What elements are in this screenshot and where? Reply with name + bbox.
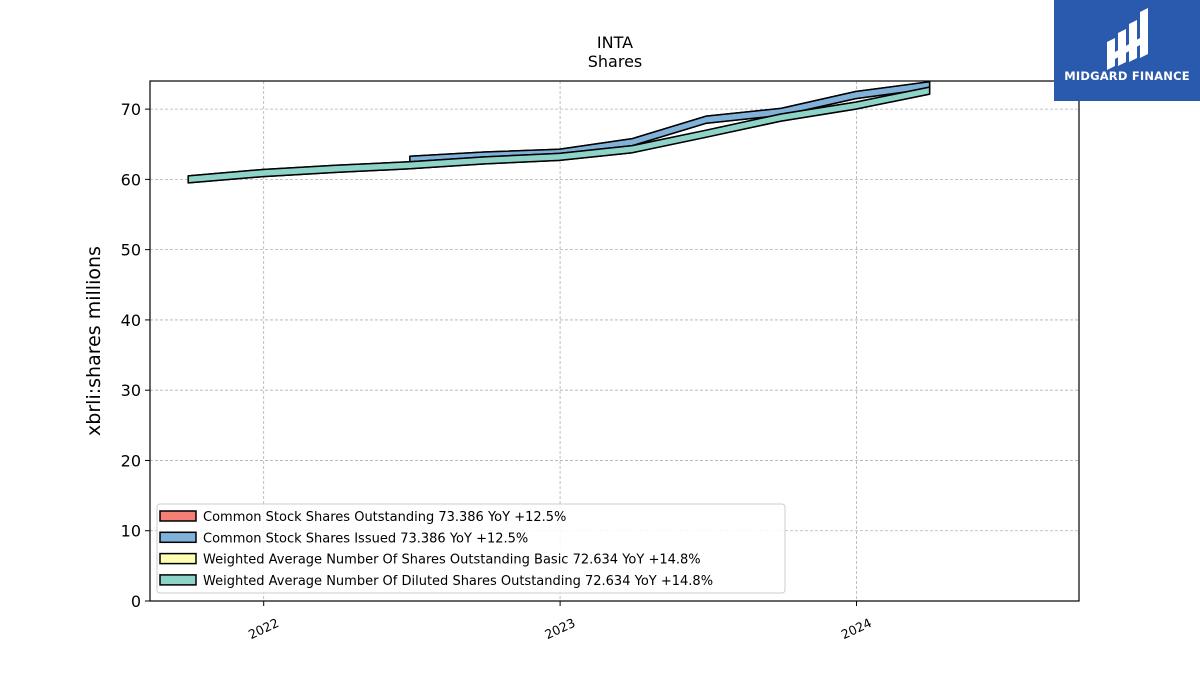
x-tick-label: 2022 xyxy=(246,615,281,642)
grid-lines xyxy=(150,81,1079,602)
y-tick-label: 50 xyxy=(121,241,141,260)
plot-frame xyxy=(149,80,1080,602)
chart-subtitle: Shares xyxy=(588,52,643,71)
y-axis-ticks: 0 10 20 30 40 50 60 70 xyxy=(121,100,150,611)
chart-title: INTA xyxy=(597,33,633,52)
series-area xyxy=(409,81,931,164)
legend-swatch xyxy=(159,552,197,565)
legend-swatch xyxy=(159,531,197,544)
y-tick-label: 0 xyxy=(131,592,141,611)
y-tick-label: 40 xyxy=(121,311,141,330)
y-tick-label: 30 xyxy=(121,381,141,400)
midgard-finance-logo: MIDGARD FINANCE xyxy=(1054,0,1200,101)
y-tick-label: 20 xyxy=(121,451,141,470)
legend-box xyxy=(156,503,786,594)
y-tick-label: 10 xyxy=(121,522,141,541)
legend-swatch xyxy=(159,574,197,586)
y-tick-label: 60 xyxy=(121,170,141,189)
x-axis-ticks: 2022 2023 2024 xyxy=(246,601,874,642)
series-areas xyxy=(187,81,931,184)
legend-entry: Common Stock Shares Issued 73.386 YoY +1… xyxy=(203,531,528,546)
x-tick-label: 2023 xyxy=(542,615,577,642)
legend: Common Stock Shares Outstanding 73.386 Y… xyxy=(156,503,786,594)
y-tick-label: 70 xyxy=(121,100,141,119)
legend-entry: Weighted Average Number Of Diluted Share… xyxy=(203,574,713,589)
legend-swatch xyxy=(159,510,197,522)
legend-entry: Common Stock Shares Outstanding 73.386 Y… xyxy=(203,510,566,525)
logo-mark-icon xyxy=(1107,8,1148,70)
y-axis-label: xbrli:shares millions xyxy=(83,246,105,436)
brand-name: MIDGARD FINANCE xyxy=(1064,69,1190,83)
legend-entry: Weighted Average Number Of Shares Outsta… xyxy=(203,553,701,568)
x-tick-label: 2024 xyxy=(839,615,874,642)
series-area xyxy=(187,86,931,184)
